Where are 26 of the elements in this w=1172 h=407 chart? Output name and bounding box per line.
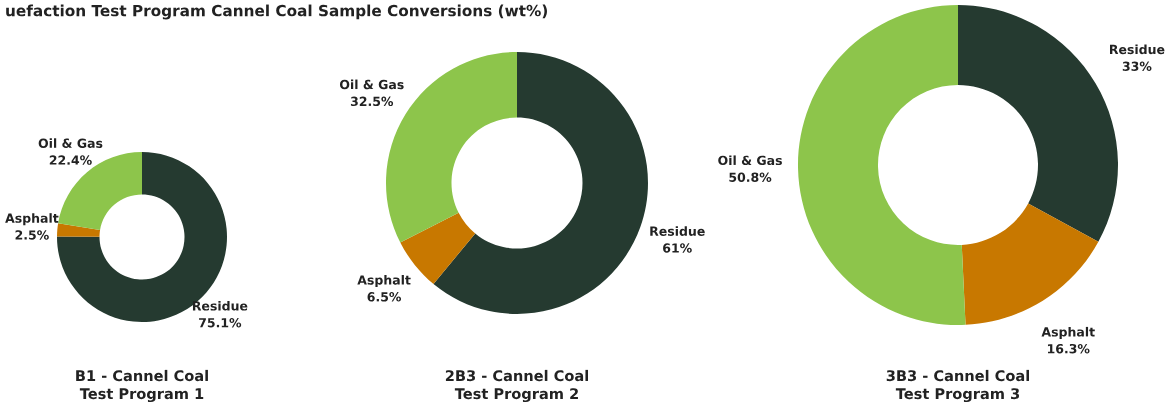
- data-label: 16.3%: [1047, 343, 1090, 354]
- slice-label: Oil & Gas: [38, 138, 103, 148]
- donut-slice: [961, 203, 1099, 325]
- data-label: 2.5%: [15, 230, 49, 240]
- data-label: 22.4%: [49, 155, 92, 165]
- donut-slice: [57, 223, 101, 237]
- slice-label: Asphalt: [357, 275, 411, 288]
- text: B1 - Cannel Coal Test Program 1: [76, 369, 208, 403]
- data-label: 75.1%: [199, 317, 242, 328]
- slice-label: Residue: [192, 300, 248, 311]
- data-label: 61%: [663, 243, 692, 253]
- donut-slice: [798, 5, 966, 325]
- slice-label: Residue: [650, 226, 705, 236]
- data-label: 50.8%: [729, 172, 772, 182]
- slice-label: Oil & Gas: [718, 155, 782, 166]
- text: 3B3 - Cannel Coal Test Program 3: [886, 369, 1029, 403]
- data-label: 6.5%: [367, 292, 402, 302]
- slice-label: Asphalt: [1041, 326, 1095, 339]
- data-label: 32.5%: [350, 96, 394, 107]
- text: uefaction Test Program Cannel Coal Sample Conversions (wt%): [6, 4, 547, 20]
- slice-label: Oil & Gas: [339, 79, 404, 90]
- donut-slice: [433, 52, 648, 314]
- slice-label: Asphalt: [5, 213, 59, 226]
- text: 2B3 - Cannel Coal Test Program 2: [445, 369, 588, 403]
- data-label: 33%: [1122, 61, 1152, 71]
- slice-label: Residue: [1110, 44, 1165, 55]
